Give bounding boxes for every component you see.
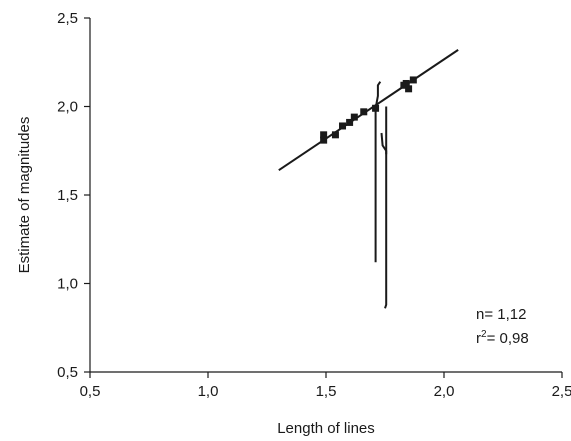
- y-tick-label: 2,0: [57, 99, 78, 116]
- data-point: [405, 85, 413, 93]
- curve-line: [384, 106, 388, 309]
- r2-value: = 0,98: [487, 330, 529, 347]
- y-tick-label: 2,5: [57, 10, 78, 27]
- n-annotation: n= 1,12: [476, 306, 526, 323]
- n-annotation-text: n= 1,12: [476, 306, 526, 323]
- x-ticks: 0,5 1,0 1,5 2,0 2,5: [80, 372, 571, 400]
- r2-annotation: r2= 0,98: [476, 329, 529, 347]
- x-tick-label: 1,0: [198, 383, 219, 400]
- y-ticks: 0,5 1,0 1,5 2,0 2,5: [57, 10, 90, 381]
- data-point: [372, 104, 380, 112]
- data-point: [402, 79, 410, 87]
- y-tick-label: 1,5: [57, 187, 78, 204]
- x-tick-label: 2,5: [552, 383, 571, 400]
- data-point: [346, 118, 354, 126]
- y-tick-label: 1,0: [57, 276, 78, 293]
- y-axis-title: Estimate of magnitudes: [16, 117, 33, 274]
- r2-superscript: 2: [481, 329, 487, 340]
- x-axis-title: Length of lines: [277, 420, 375, 437]
- data-point: [360, 108, 368, 116]
- data-point: [320, 136, 328, 144]
- r2-prefix: r: [476, 330, 481, 347]
- data-point: [320, 131, 328, 139]
- data-point: [409, 76, 417, 84]
- curve-line: [374, 81, 382, 263]
- data-point: [350, 113, 358, 121]
- x-tick-label: 1,5: [316, 383, 337, 400]
- data-point: [339, 122, 347, 130]
- y-tick-label: 0,5: [57, 364, 78, 381]
- plot-area: [278, 49, 459, 309]
- x-tick-label: 0,5: [80, 383, 101, 400]
- x-tick-label: 2,0: [434, 383, 455, 400]
- data-point: [331, 131, 339, 139]
- regression-line: [278, 49, 459, 172]
